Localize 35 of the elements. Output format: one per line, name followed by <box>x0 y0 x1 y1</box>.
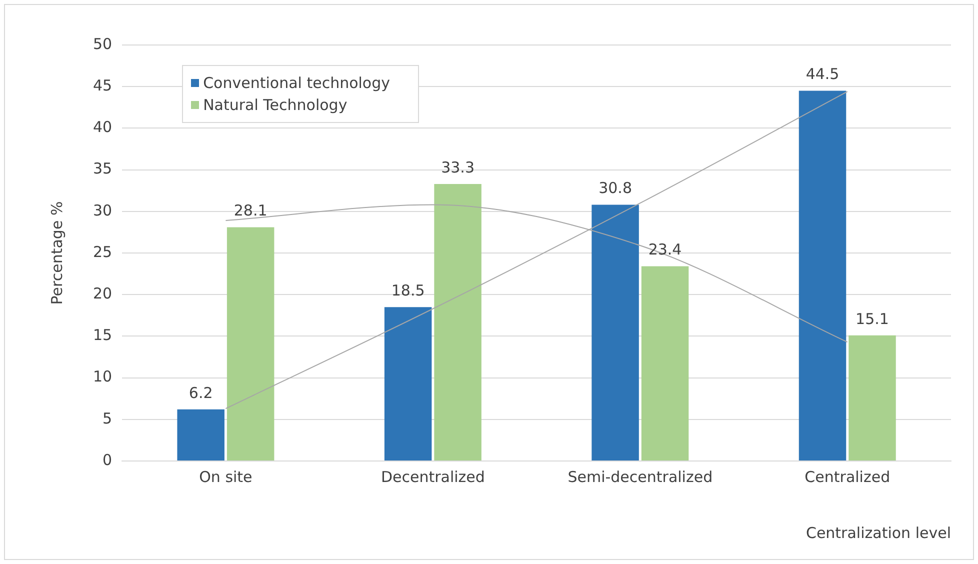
legend-label: Natural Technology <box>203 96 348 114</box>
x-tick-label: On site <box>199 468 252 486</box>
y-tick-label: 15 <box>92 326 112 344</box>
bar <box>641 266 689 460</box>
y-tick-label: 20 <box>92 284 112 302</box>
bar <box>592 204 639 460</box>
bar <box>798 90 846 460</box>
data-label: 30.8 <box>598 179 632 198</box>
y-tick-label: 40 <box>92 118 112 136</box>
y-tick-label: 10 <box>92 368 112 386</box>
data-label: 44.5 <box>806 65 840 84</box>
bar <box>384 307 432 460</box>
y-tick-label: 30 <box>92 201 112 220</box>
data-label: 33.3 <box>441 158 474 176</box>
y-tick-label: 5 <box>102 409 112 428</box>
data-label: 6.2 <box>188 384 213 402</box>
x-axis-title: Centralization level <box>806 524 951 542</box>
data-label: 18.5 <box>391 281 425 300</box>
data-label: 15.1 <box>856 310 889 328</box>
x-tick-label: Centralized <box>804 468 890 486</box>
y-tick-label: 50 <box>92 34 112 53</box>
x-tick-label: Decentralized <box>380 468 485 486</box>
legend-label: Conventional technology <box>203 74 390 92</box>
data-label: 28.1 <box>234 202 268 220</box>
y-axis-title: Percentage % <box>48 201 66 305</box>
y-tick-label: 0 <box>102 450 112 469</box>
y-tick-label: 35 <box>92 160 112 178</box>
bar <box>226 227 274 460</box>
y-tick-label: 25 <box>92 242 112 261</box>
x-tick-label: Semi-decentralized <box>568 468 713 486</box>
bar <box>177 409 224 460</box>
data-label: 23.4 <box>648 240 682 259</box>
bar <box>434 184 482 460</box>
y-tick-label: 45 <box>92 76 112 94</box>
bar <box>848 335 896 460</box>
